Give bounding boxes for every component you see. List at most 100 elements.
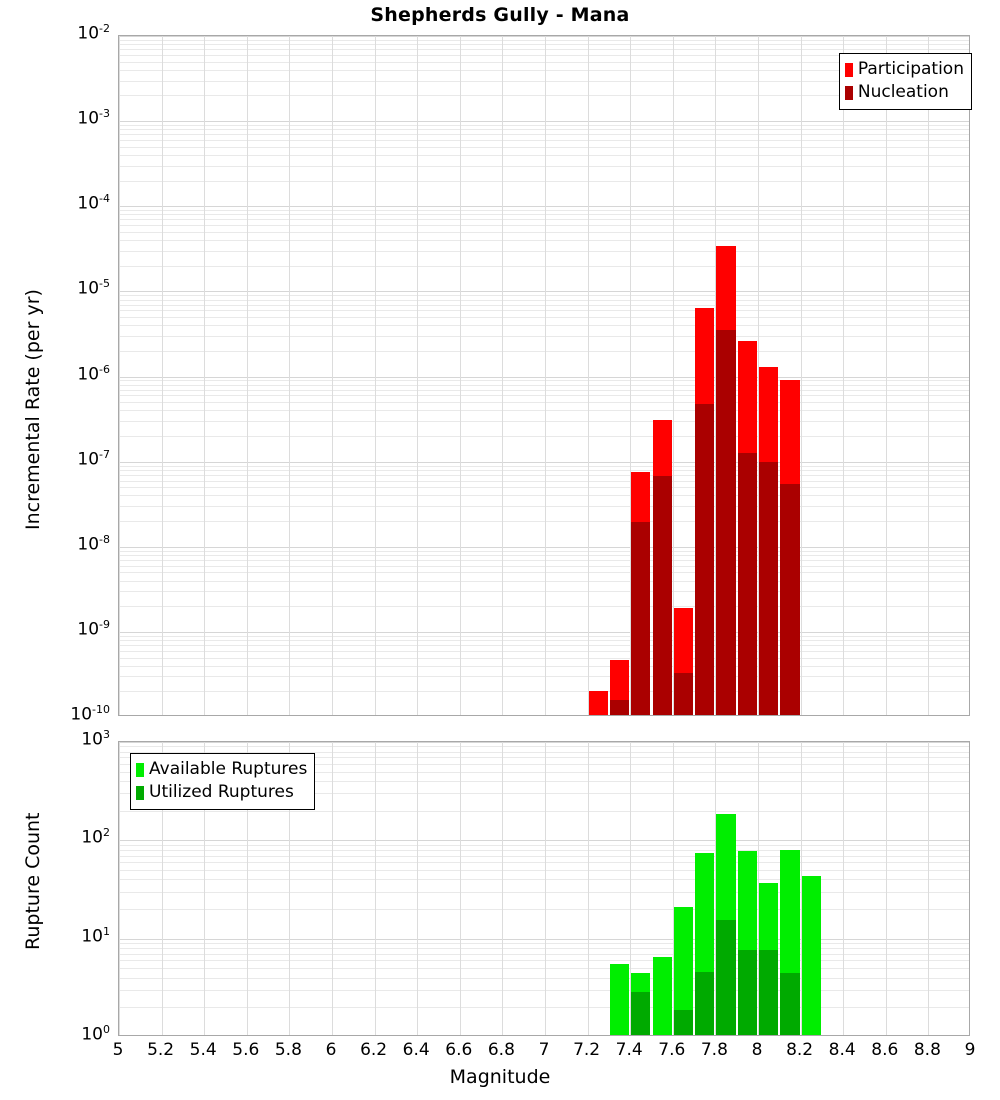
grid-line-vertical bbox=[843, 36, 844, 715]
bar-segment-lower bbox=[780, 972, 800, 1035]
grid-line-vertical bbox=[545, 36, 546, 715]
grid-line bbox=[119, 210, 969, 211]
grid-line bbox=[119, 266, 969, 267]
swatch-utilized-ruptures bbox=[136, 785, 144, 800]
grid-line bbox=[119, 300, 969, 301]
bar-segment-lower bbox=[631, 991, 651, 1035]
grid-line bbox=[119, 560, 969, 561]
legend-incremental-rate: Participation Nucleation bbox=[838, 53, 972, 110]
bar bbox=[609, 964, 630, 1035]
grid-line bbox=[119, 475, 969, 476]
x-axis-tick-label: 8.2 bbox=[786, 1040, 814, 1060]
grid-line bbox=[119, 95, 969, 96]
grid-line bbox=[119, 892, 969, 893]
y-axis-tick-label: 10-4 bbox=[77, 192, 110, 214]
y-axis-tick-label: 10-7 bbox=[77, 447, 110, 470]
grid-line bbox=[119, 746, 969, 747]
grid-line-vertical bbox=[928, 36, 929, 715]
grid-line bbox=[119, 555, 969, 556]
grid-line bbox=[119, 506, 969, 507]
swatch-participation bbox=[844, 62, 853, 77]
legend-item-utilized-ruptures: Utilized Ruptures bbox=[136, 781, 307, 804]
y-axis-tick-label: 10-9 bbox=[77, 617, 110, 640]
grid-line bbox=[119, 1007, 969, 1008]
x-axis-tick-label: 5.8 bbox=[274, 1040, 302, 1060]
bar-segment-lower bbox=[673, 1009, 694, 1035]
grid-line-vertical bbox=[801, 36, 802, 715]
x-axis-tick-label: 6.8 bbox=[487, 1040, 515, 1060]
grid-line bbox=[119, 62, 969, 63]
grid-line-vertical bbox=[843, 742, 844, 1035]
legend-item-participation: Participation bbox=[844, 58, 964, 81]
y-axis-tick-label: 10-2 bbox=[77, 22, 110, 44]
grid-line bbox=[119, 772, 969, 773]
grid-line-vertical bbox=[502, 742, 503, 1035]
grid-line bbox=[119, 421, 969, 422]
grid-line bbox=[119, 495, 969, 496]
bar-segment-lower bbox=[631, 522, 651, 715]
grid-line bbox=[119, 402, 969, 403]
x-axis-tick-label: 5 bbox=[112, 1040, 124, 1060]
grid-line bbox=[119, 240, 969, 241]
grid-line bbox=[119, 49, 969, 50]
grid-line bbox=[119, 581, 969, 582]
grid-line bbox=[119, 390, 969, 391]
y-axis-label-top: Incremental Rate (per yr) bbox=[22, 289, 44, 530]
grid-line-vertical bbox=[588, 742, 589, 1035]
grid-line-vertical bbox=[204, 742, 205, 1035]
legend-label-available-ruptures: Available Ruptures bbox=[149, 759, 308, 779]
grid-line bbox=[119, 232, 969, 233]
legend-label-participation: Participation bbox=[857, 59, 964, 79]
grid-line-vertical bbox=[715, 36, 716, 715]
x-axis-tick-label: 7.4 bbox=[615, 1040, 643, 1060]
grid-line bbox=[119, 606, 969, 607]
grid-line bbox=[119, 291, 969, 292]
grid-line bbox=[119, 380, 969, 381]
grid-line bbox=[119, 978, 969, 979]
grid-line-vertical bbox=[204, 36, 205, 715]
grid-line-vertical bbox=[886, 742, 887, 1035]
grid-line bbox=[119, 40, 969, 41]
grid-line-vertical bbox=[247, 742, 248, 1035]
x-axis-tick-label: 6.4 bbox=[402, 1040, 430, 1060]
grid-line bbox=[119, 781, 969, 782]
grid-line bbox=[119, 129, 969, 130]
grid-line-vertical bbox=[630, 36, 631, 715]
x-axis-tick-label: 9 bbox=[964, 1040, 976, 1060]
swatch-nucleation bbox=[844, 85, 853, 100]
grid-line-vertical bbox=[886, 36, 887, 715]
grid-line bbox=[119, 954, 969, 955]
grid-line bbox=[119, 147, 969, 148]
y-axis-tick-label: 10-6 bbox=[77, 362, 110, 385]
grid-line bbox=[119, 410, 969, 411]
bar-segment-lower bbox=[737, 453, 757, 715]
grid-line bbox=[119, 990, 969, 991]
rupture-count-plot bbox=[118, 741, 970, 1036]
grid-line-vertical bbox=[928, 742, 929, 1035]
grid-line bbox=[119, 691, 969, 692]
legend-rupture-count: Available Ruptures Utilized Ruptures bbox=[130, 753, 316, 810]
grid-line bbox=[119, 44, 969, 45]
grid-line bbox=[119, 636, 969, 637]
grid-line-vertical bbox=[801, 742, 802, 1035]
grid-line-vertical bbox=[758, 742, 759, 1035]
bar-segment-lower bbox=[695, 971, 715, 1035]
grid-line-vertical bbox=[289, 742, 290, 1035]
bar-segment-lower bbox=[759, 950, 779, 1035]
grid-line bbox=[119, 325, 969, 326]
grid-line bbox=[119, 764, 969, 765]
grid-line bbox=[119, 909, 969, 910]
grid-line-vertical bbox=[417, 742, 418, 1035]
grid-line bbox=[119, 181, 969, 182]
x-axis-tick-label: 8.4 bbox=[828, 1040, 856, 1060]
grid-line-vertical bbox=[332, 36, 333, 715]
grid-line-vertical bbox=[673, 742, 674, 1035]
grid-line-vertical bbox=[375, 36, 376, 715]
bar-segment-lower bbox=[673, 672, 694, 715]
grid-line-vertical bbox=[758, 36, 759, 715]
grid-line bbox=[119, 752, 969, 753]
bar-segment-lower bbox=[716, 330, 736, 715]
grid-line bbox=[119, 862, 969, 863]
grid-line-vertical bbox=[375, 742, 376, 1035]
page-title: Shepherds Gully - Mana bbox=[370, 4, 630, 26]
